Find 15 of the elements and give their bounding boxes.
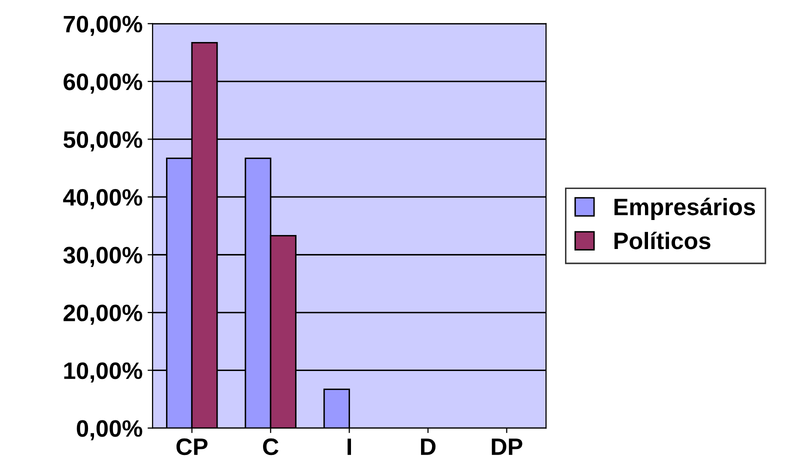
y-tick-label: 30,00% <box>63 246 142 267</box>
y-tick-label: 20,00% <box>64 304 142 325</box>
x-tick-label: I <box>348 438 352 455</box>
y-tick-label: 40,00% <box>63 189 142 210</box>
y-tick-label: 70,00% <box>64 16 142 36</box>
y-tick-label: 0,00% <box>76 420 142 440</box>
x-tick-label: D <box>421 438 436 455</box>
y-tick-label: 50,00% <box>64 131 142 152</box>
y-tick-label: 10,00% <box>64 362 142 383</box>
legend-label: Políticos <box>614 232 710 250</box>
y-tick-label: 60,00% <box>64 73 142 94</box>
x-tick-label: DP <box>492 438 522 455</box>
x-tick-label: CP <box>176 438 208 456</box>
x-tick-label: C <box>263 438 278 456</box>
legend-label: Empresários <box>614 198 756 220</box>
